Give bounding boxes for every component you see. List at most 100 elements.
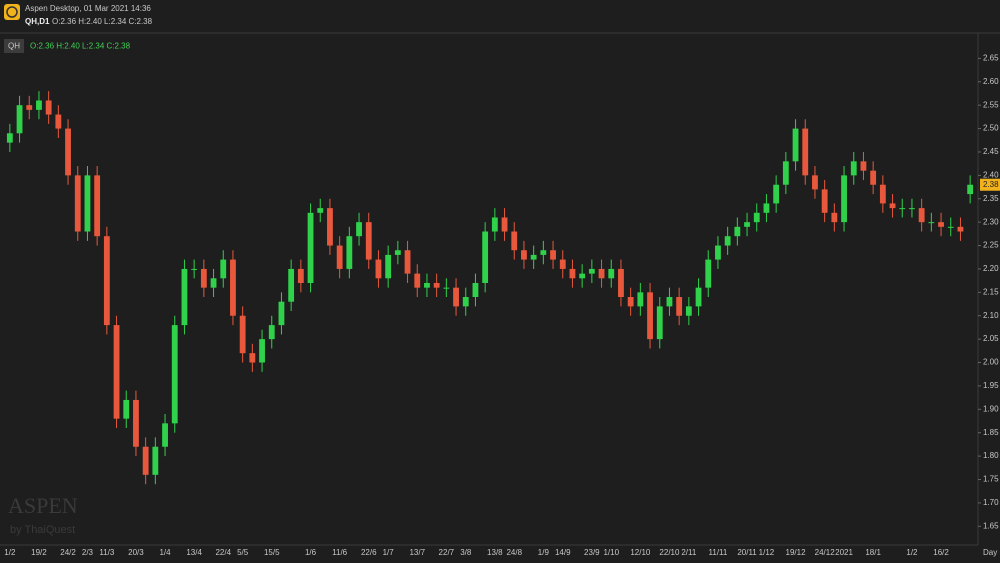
candle-body xyxy=(181,268,188,326)
x-tick-label: 24/8 xyxy=(506,548,522,557)
candle-body xyxy=(94,175,101,237)
x-tick-label: 20/11 xyxy=(737,548,757,557)
y-tick-label: 2.35 xyxy=(983,194,999,203)
x-tick-label: 5/5 xyxy=(237,548,249,557)
y-tick-label: 2.60 xyxy=(983,77,999,86)
candle-body xyxy=(782,161,789,185)
candle-body xyxy=(336,245,343,269)
watermark: ASPEN xyxy=(8,493,78,518)
candle-body xyxy=(734,226,741,237)
candle-body xyxy=(123,399,130,419)
candle-body xyxy=(841,175,847,223)
candle-body xyxy=(443,287,450,289)
x-tick-label: 2/11 xyxy=(681,548,697,557)
watermark-sub: by ThaiQuest xyxy=(10,524,75,536)
candle-body xyxy=(16,105,23,134)
app-title: Aspen Desktop, 01 Mar 2021 14:36 xyxy=(25,4,151,13)
x-tick-label: 15/5 xyxy=(264,548,280,557)
x-tick-label: 1/7 xyxy=(383,548,395,557)
candle-body xyxy=(220,259,227,279)
candle-body xyxy=(928,222,935,224)
candle-body xyxy=(278,301,285,326)
candle-body xyxy=(55,114,62,129)
candle-body xyxy=(579,273,586,279)
candle-body xyxy=(889,203,896,209)
candle-body xyxy=(860,161,867,171)
candle-body xyxy=(45,100,52,115)
candle-body xyxy=(191,268,198,270)
x-tick-label: 1/9 xyxy=(538,548,550,557)
candle-body xyxy=(909,208,915,210)
candle-body xyxy=(753,212,760,223)
candle-body xyxy=(65,128,71,176)
x-tick-label: 2/3 xyxy=(82,548,94,557)
candle-body xyxy=(559,259,566,269)
x-tick-label: 1/2 xyxy=(906,548,918,557)
x-tick-label: 14/9 xyxy=(555,548,571,557)
candle-body xyxy=(879,184,886,204)
candle-body xyxy=(608,268,615,279)
candle-body xyxy=(356,222,362,237)
candle-body xyxy=(210,278,217,288)
candle-body xyxy=(162,423,168,447)
candle-body xyxy=(297,268,304,283)
y-tick-label: 2.15 xyxy=(983,287,999,296)
candle-body xyxy=(947,226,954,228)
candle-body xyxy=(375,259,382,279)
candle-body xyxy=(618,268,624,298)
candle-body xyxy=(36,100,42,110)
candle-body xyxy=(627,297,634,307)
candle-body xyxy=(802,128,809,176)
x-tick-label: 19/2 xyxy=(31,548,47,557)
x-tick-label: 1/6 xyxy=(305,548,317,557)
y-tick-label: 2.30 xyxy=(983,217,999,226)
candle-body xyxy=(317,208,324,213)
candle-body xyxy=(142,446,149,475)
x-tick-label: 22/6 xyxy=(361,548,377,557)
candle-body xyxy=(385,254,392,279)
candle-body xyxy=(482,231,489,283)
y-tick-label: 2.05 xyxy=(983,334,999,343)
y-tick-label: 2.40 xyxy=(983,170,999,179)
candle-body xyxy=(249,353,256,363)
candle-body xyxy=(230,259,236,316)
last-price-label: 2.38 xyxy=(983,180,999,189)
candle-body xyxy=(637,292,644,307)
x-tick-label: 1/12 xyxy=(759,548,775,557)
candle-body xyxy=(103,236,110,326)
y-tick-label: 2.50 xyxy=(983,124,999,133)
candle-body xyxy=(550,250,556,260)
candle-body xyxy=(453,287,459,307)
candle-body xyxy=(850,161,857,176)
x-tick-label: 11/6 xyxy=(332,548,348,557)
candle-body xyxy=(569,268,576,279)
y-tick-label: 2.10 xyxy=(983,311,999,320)
candle-body xyxy=(424,282,430,288)
candle-body xyxy=(472,282,479,298)
y-tick-label: 1.65 xyxy=(983,521,999,530)
candle-body xyxy=(744,222,750,227)
x-tick-label: 13/8 xyxy=(487,548,503,557)
x-tick-label: 13/4 xyxy=(186,548,202,557)
candle-body xyxy=(821,189,828,213)
x-tick-label: 22/10 xyxy=(659,548,680,557)
badge: QH xyxy=(8,42,20,51)
candle-body xyxy=(773,184,780,204)
candle-body xyxy=(705,259,712,288)
candle-body xyxy=(365,222,372,260)
x-axis-label: Day xyxy=(983,548,997,557)
x-tick-label: 13/7 xyxy=(409,548,425,557)
candle-body xyxy=(200,268,207,288)
candle-body xyxy=(938,222,944,227)
candle-body xyxy=(346,236,353,269)
candle-body xyxy=(501,217,508,232)
y-tick-label: 1.75 xyxy=(983,475,999,484)
x-tick-label: 2021 xyxy=(835,548,853,557)
x-tick-label: 19/12 xyxy=(786,548,807,557)
candle-body xyxy=(899,208,906,210)
y-tick-label: 2.25 xyxy=(983,241,999,250)
candle-body xyxy=(656,306,663,340)
